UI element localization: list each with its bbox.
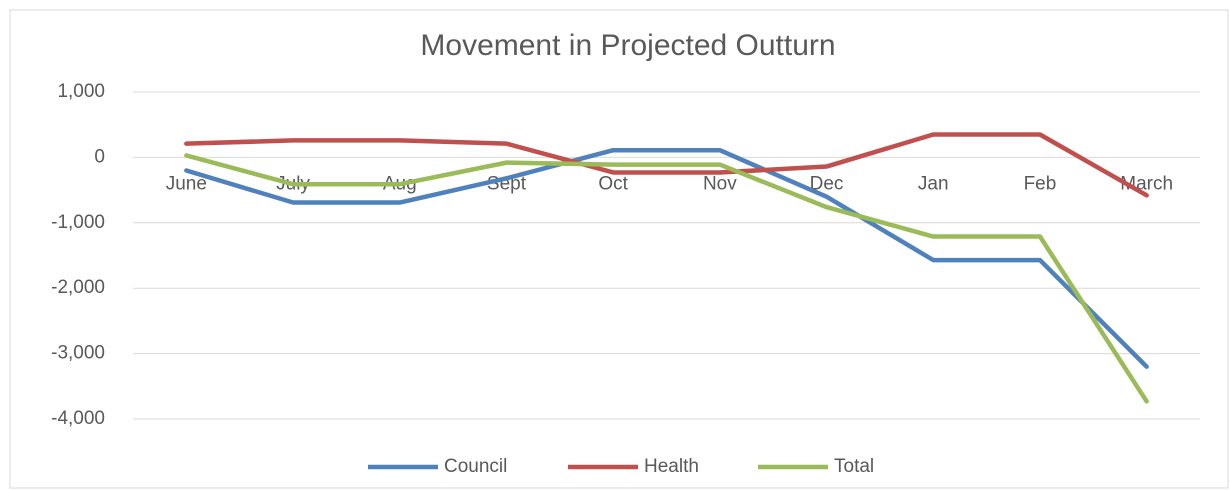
legend-label: Council — [444, 456, 507, 477]
chart-title: Movement in Projected Outturn — [420, 29, 835, 62]
y-tick-label: 0 — [94, 146, 105, 167]
chart-frame — [9, 9, 1229, 489]
y-tick-label: -2,000 — [51, 277, 105, 298]
series-line — [184, 153, 1149, 404]
legend-label: Health — [644, 456, 699, 477]
x-tick-label: Jan — [918, 173, 949, 194]
x-tick-label: Oct — [598, 173, 628, 194]
legend-label: Total — [834, 456, 874, 477]
x-tick-label: Feb — [1024, 173, 1057, 194]
y-tick-label: 1,000 — [57, 81, 105, 102]
x-tick-label: Nov — [703, 173, 737, 194]
x-tick-label: Dec — [810, 173, 844, 194]
y-tick-label: -1,000 — [51, 212, 105, 233]
y-tick-label: -4,000 — [51, 408, 105, 429]
y-tick-label: -3,000 — [51, 343, 105, 364]
series-line — [184, 147, 1149, 369]
x-tick-label: June — [166, 173, 207, 194]
series-line — [184, 132, 1149, 198]
